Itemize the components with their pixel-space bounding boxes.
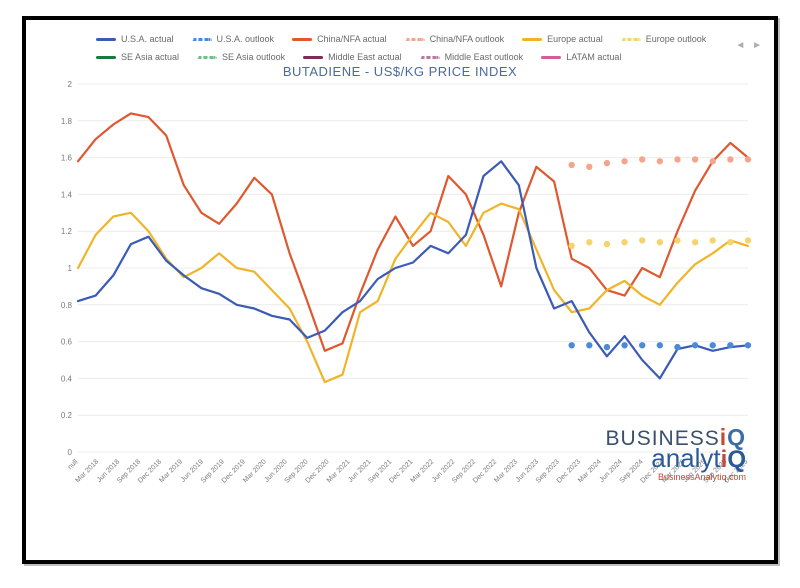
outlook-marker (621, 239, 627, 245)
legend-label: Middle East actual (328, 50, 402, 64)
outlook-marker (745, 342, 751, 348)
legend-item[interactable]: Europe outlook (621, 32, 707, 46)
legend-label: U.S.A. actual (121, 32, 174, 46)
legend-swatch (197, 56, 217, 59)
chart-frame: U.S.A. actual U.S.A. outlook China/NFA act… (22, 16, 778, 564)
y-tick-label: 0.6 (61, 338, 73, 347)
legend-item[interactable]: Middle East outlook (420, 50, 524, 64)
y-tick-label: 0.8 (61, 301, 73, 310)
outlook-marker (604, 160, 610, 166)
outlook-marker (657, 158, 663, 164)
series-line (78, 113, 748, 350)
outlook-marker (710, 237, 716, 243)
nav-arrows[interactable]: ◄ ► (735, 40, 764, 51)
outlook-marker (568, 342, 574, 348)
legend-swatch (292, 38, 312, 41)
outlook-marker (674, 156, 680, 162)
outlook-marker (586, 239, 592, 245)
outlook-marker (674, 344, 680, 350)
y-tick-label: 0.2 (61, 411, 73, 420)
y-tick-label: 0.4 (61, 374, 73, 383)
chart-title: BUTADIENE - US$/KG PRICE INDEX (26, 64, 774, 79)
x-tick-label: null (67, 458, 80, 471)
legend-label: Middle East outlook (445, 50, 524, 64)
outlook-marker (639, 156, 645, 162)
outlook-marker (674, 237, 680, 243)
outlook-marker (568, 162, 574, 168)
legend-swatch (303, 56, 323, 59)
outlook-marker (692, 342, 698, 348)
series-line (78, 204, 748, 383)
legend-item[interactable]: China/NFA actual (292, 32, 387, 46)
legend-label: Europe outlook (646, 32, 707, 46)
legend-swatch (420, 56, 440, 59)
legend-swatch (522, 38, 542, 41)
legend-label: Europe actual (547, 32, 603, 46)
legend-label: China/NFA actual (317, 32, 387, 46)
outlook-marker (639, 342, 645, 348)
legend-item[interactable]: China/NFA outlook (405, 32, 505, 46)
outlook-marker (621, 342, 627, 348)
y-tick-label: 1 (68, 264, 73, 273)
outlook-marker (710, 342, 716, 348)
plot-area: 00.20.40.60.811.21.41.61.82nullMar 2018J… (78, 84, 748, 494)
legend-item[interactable]: LATAM actual (541, 50, 621, 64)
outlook-marker (745, 237, 751, 243)
outlook-marker (657, 239, 663, 245)
legend-label: China/NFA outlook (430, 32, 505, 46)
legend-swatch (192, 38, 212, 41)
outlook-marker (692, 239, 698, 245)
legend-label: SE Asia outlook (222, 50, 285, 64)
legend-swatch (541, 56, 561, 59)
outlook-marker (621, 158, 627, 164)
outlook-marker (745, 156, 751, 162)
outlook-marker (568, 243, 574, 249)
outlook-marker (586, 164, 592, 170)
outlook-marker (727, 239, 733, 245)
outlook-marker (727, 156, 733, 162)
legend-swatch (405, 38, 425, 41)
legend-item[interactable]: Europe actual (522, 32, 603, 46)
y-tick-label: 2 (68, 80, 73, 89)
plot-svg: 00.20.40.60.811.21.41.61.82nullMar 2018J… (78, 84, 748, 494)
legend-item[interactable]: U.S.A. outlook (192, 32, 275, 46)
legend-label: SE Asia actual (121, 50, 179, 64)
outlook-marker (586, 342, 592, 348)
legend-swatch (96, 56, 116, 59)
legend-swatch (621, 38, 641, 41)
outlook-marker (727, 342, 733, 348)
legend-item[interactable]: SE Asia outlook (197, 50, 285, 64)
outlook-marker (604, 241, 610, 247)
outlook-marker (639, 237, 645, 243)
legend-item[interactable]: U.S.A. actual (96, 32, 174, 46)
y-tick-label: 1.4 (61, 190, 73, 199)
legend-label: U.S.A. outlook (217, 32, 275, 46)
y-tick-label: 1.2 (61, 227, 73, 236)
y-tick-label: 1.6 (61, 154, 73, 163)
outlook-marker (692, 156, 698, 162)
y-tick-label: 1.8 (61, 117, 73, 126)
outlook-marker (710, 158, 716, 164)
legend-item[interactable]: SE Asia actual (96, 50, 179, 64)
legend-item[interactable]: Middle East actual (303, 50, 402, 64)
outlook-marker (657, 342, 663, 348)
y-tick-label: 0 (68, 448, 73, 457)
legend: U.S.A. actual U.S.A. outlook China/NFA act… (96, 32, 734, 64)
legend-swatch (96, 38, 116, 41)
outlook-marker (604, 344, 610, 350)
legend-label: LATAM actual (566, 50, 621, 64)
